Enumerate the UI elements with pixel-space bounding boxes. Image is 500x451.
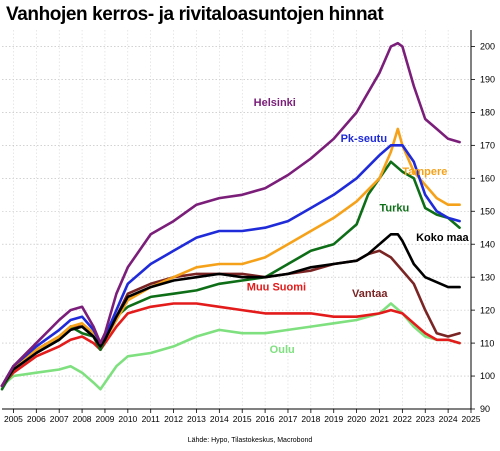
series-line-oulu [0,302,461,391]
x-tick-label: 2021 [370,414,389,424]
x-tick-label: 2011 [142,414,161,424]
y-tick-label: 110 [480,338,494,348]
series-line-muu-suomi [0,302,461,388]
x-tick-label: 2012 [164,414,183,424]
series-label-koko-maa: Koko maa [416,232,469,244]
x-tick-label: 2010 [118,414,137,424]
x-tick-label: 2025 [462,414,481,424]
series-lines [0,41,461,391]
x-tick-label: 2006 [27,414,46,424]
series-label-muu-suomi: Muu Suomi [247,281,306,293]
x-tick-label: 2022 [393,414,412,424]
series-label-helsinki: Helsinki [254,97,296,109]
y-tick-label: 120 [480,305,495,315]
y-tick-label: 140 [480,239,495,249]
series-labels: Helsinki Pk-seutu Tampere Turku Koko maa Vant… [247,97,470,356]
y-tick-label: 180 [480,108,495,118]
x-tick-label: 2009 [95,414,114,424]
x-tick-label: 2018 [301,414,320,424]
x-tick-label: 2008 [73,414,92,424]
x-tick-label: 2020 [347,414,366,424]
x-tick-label: 2014 [210,414,229,424]
x-tick-label: 2005 [4,414,23,424]
series-line-pk-seutu [0,144,461,388]
chart-source: Lähde: Hypo, Tilastokeskus, Macrobond [187,437,313,444]
y-tick-label: 200 [480,42,495,52]
series-line-turku [0,160,461,391]
grid [2,30,472,410]
y-tick-label: 90 [480,404,490,414]
y-tick-label: 150 [480,206,495,216]
x-tick-label: 2017 [279,414,298,424]
y-tick-label: 160 [480,174,495,184]
series-label-turku: Turku [379,202,409,214]
series-label-vantaa: Vantaa [352,288,388,300]
x-tick-label: 2015 [233,414,252,424]
series-line-helsinki [0,41,461,388]
x-tick-label: 2013 [187,414,206,424]
x-tick-label: 2016 [256,414,275,424]
series-label-pk-seutu: Pk-seutu [341,133,387,145]
x-tick-label: 2007 [50,414,69,424]
series-label-tampere: Tampere [402,166,447,178]
x-tick-label: 2023 [416,414,435,424]
y-tick-label: 170 [480,141,495,151]
series-line-koko-maa [0,233,461,388]
x-tick-label: 2019 [324,414,343,424]
series-label-oulu: Oulu [270,344,295,356]
y-tick-label: 190 [480,75,495,85]
x-tick-label: 2024 [439,414,458,424]
axes [2,30,475,413]
chart-title: Vanhojen kerros- ja rivitaloasuntojen hi… [6,4,384,25]
y-tick-label: 100 [480,371,495,381]
y-tick-labels: 90 100 110 120 130 140 150 160 170 180 190 200 [480,42,495,415]
x-tick-labels: 2005 2006 2007 2008 2009 2010 2011 2012 2013 2014… [4,414,481,424]
y-tick-label: 130 [480,272,495,282]
